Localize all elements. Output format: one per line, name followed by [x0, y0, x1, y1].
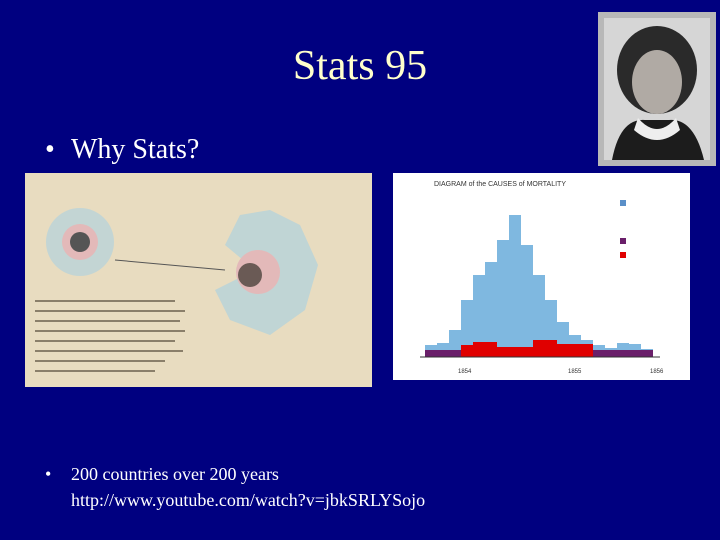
bullet: • 200 countries over 200 years http://www… — [45, 461, 425, 513]
year: 1856 — [650, 369, 664, 375]
wedge — [70, 232, 90, 252]
bullet-line: • 200 countries over 200 years — [45, 461, 425, 487]
face — [632, 50, 682, 114]
legend-swatches — [620, 200, 626, 258]
bullet-dot: • — [45, 464, 52, 484]
collar — [634, 118, 680, 140]
rose-diagram-image — [25, 173, 372, 387]
mortality-bar-image: DIAGRAM of the CAUSES of MORTALITY — [393, 173, 690, 380]
slide-title: Stats 95 — [292, 43, 428, 89]
bullet: • Why Stats? — [45, 134, 199, 166]
paper — [25, 173, 372, 387]
bullet-dot: • — [45, 134, 55, 165]
wedge — [238, 263, 262, 287]
bullet-line: http://www.youtube.com/watch?v=jbkSRLYSo… — [71, 490, 426, 510]
portrait — [598, 12, 716, 166]
year: 1854 — [458, 369, 472, 375]
year: 1855 — [568, 369, 582, 375]
connector — [114, 259, 226, 271]
bullet-text: Why Stats? — [71, 134, 200, 165]
caption-lines — [35, 300, 185, 372]
bullet-text: 200 countries over 200 years — [71, 464, 279, 484]
image-title: DIAGRAM of the CAUSES of MORTALITY — [434, 181, 566, 188]
deaths-wounds — [461, 340, 593, 357]
